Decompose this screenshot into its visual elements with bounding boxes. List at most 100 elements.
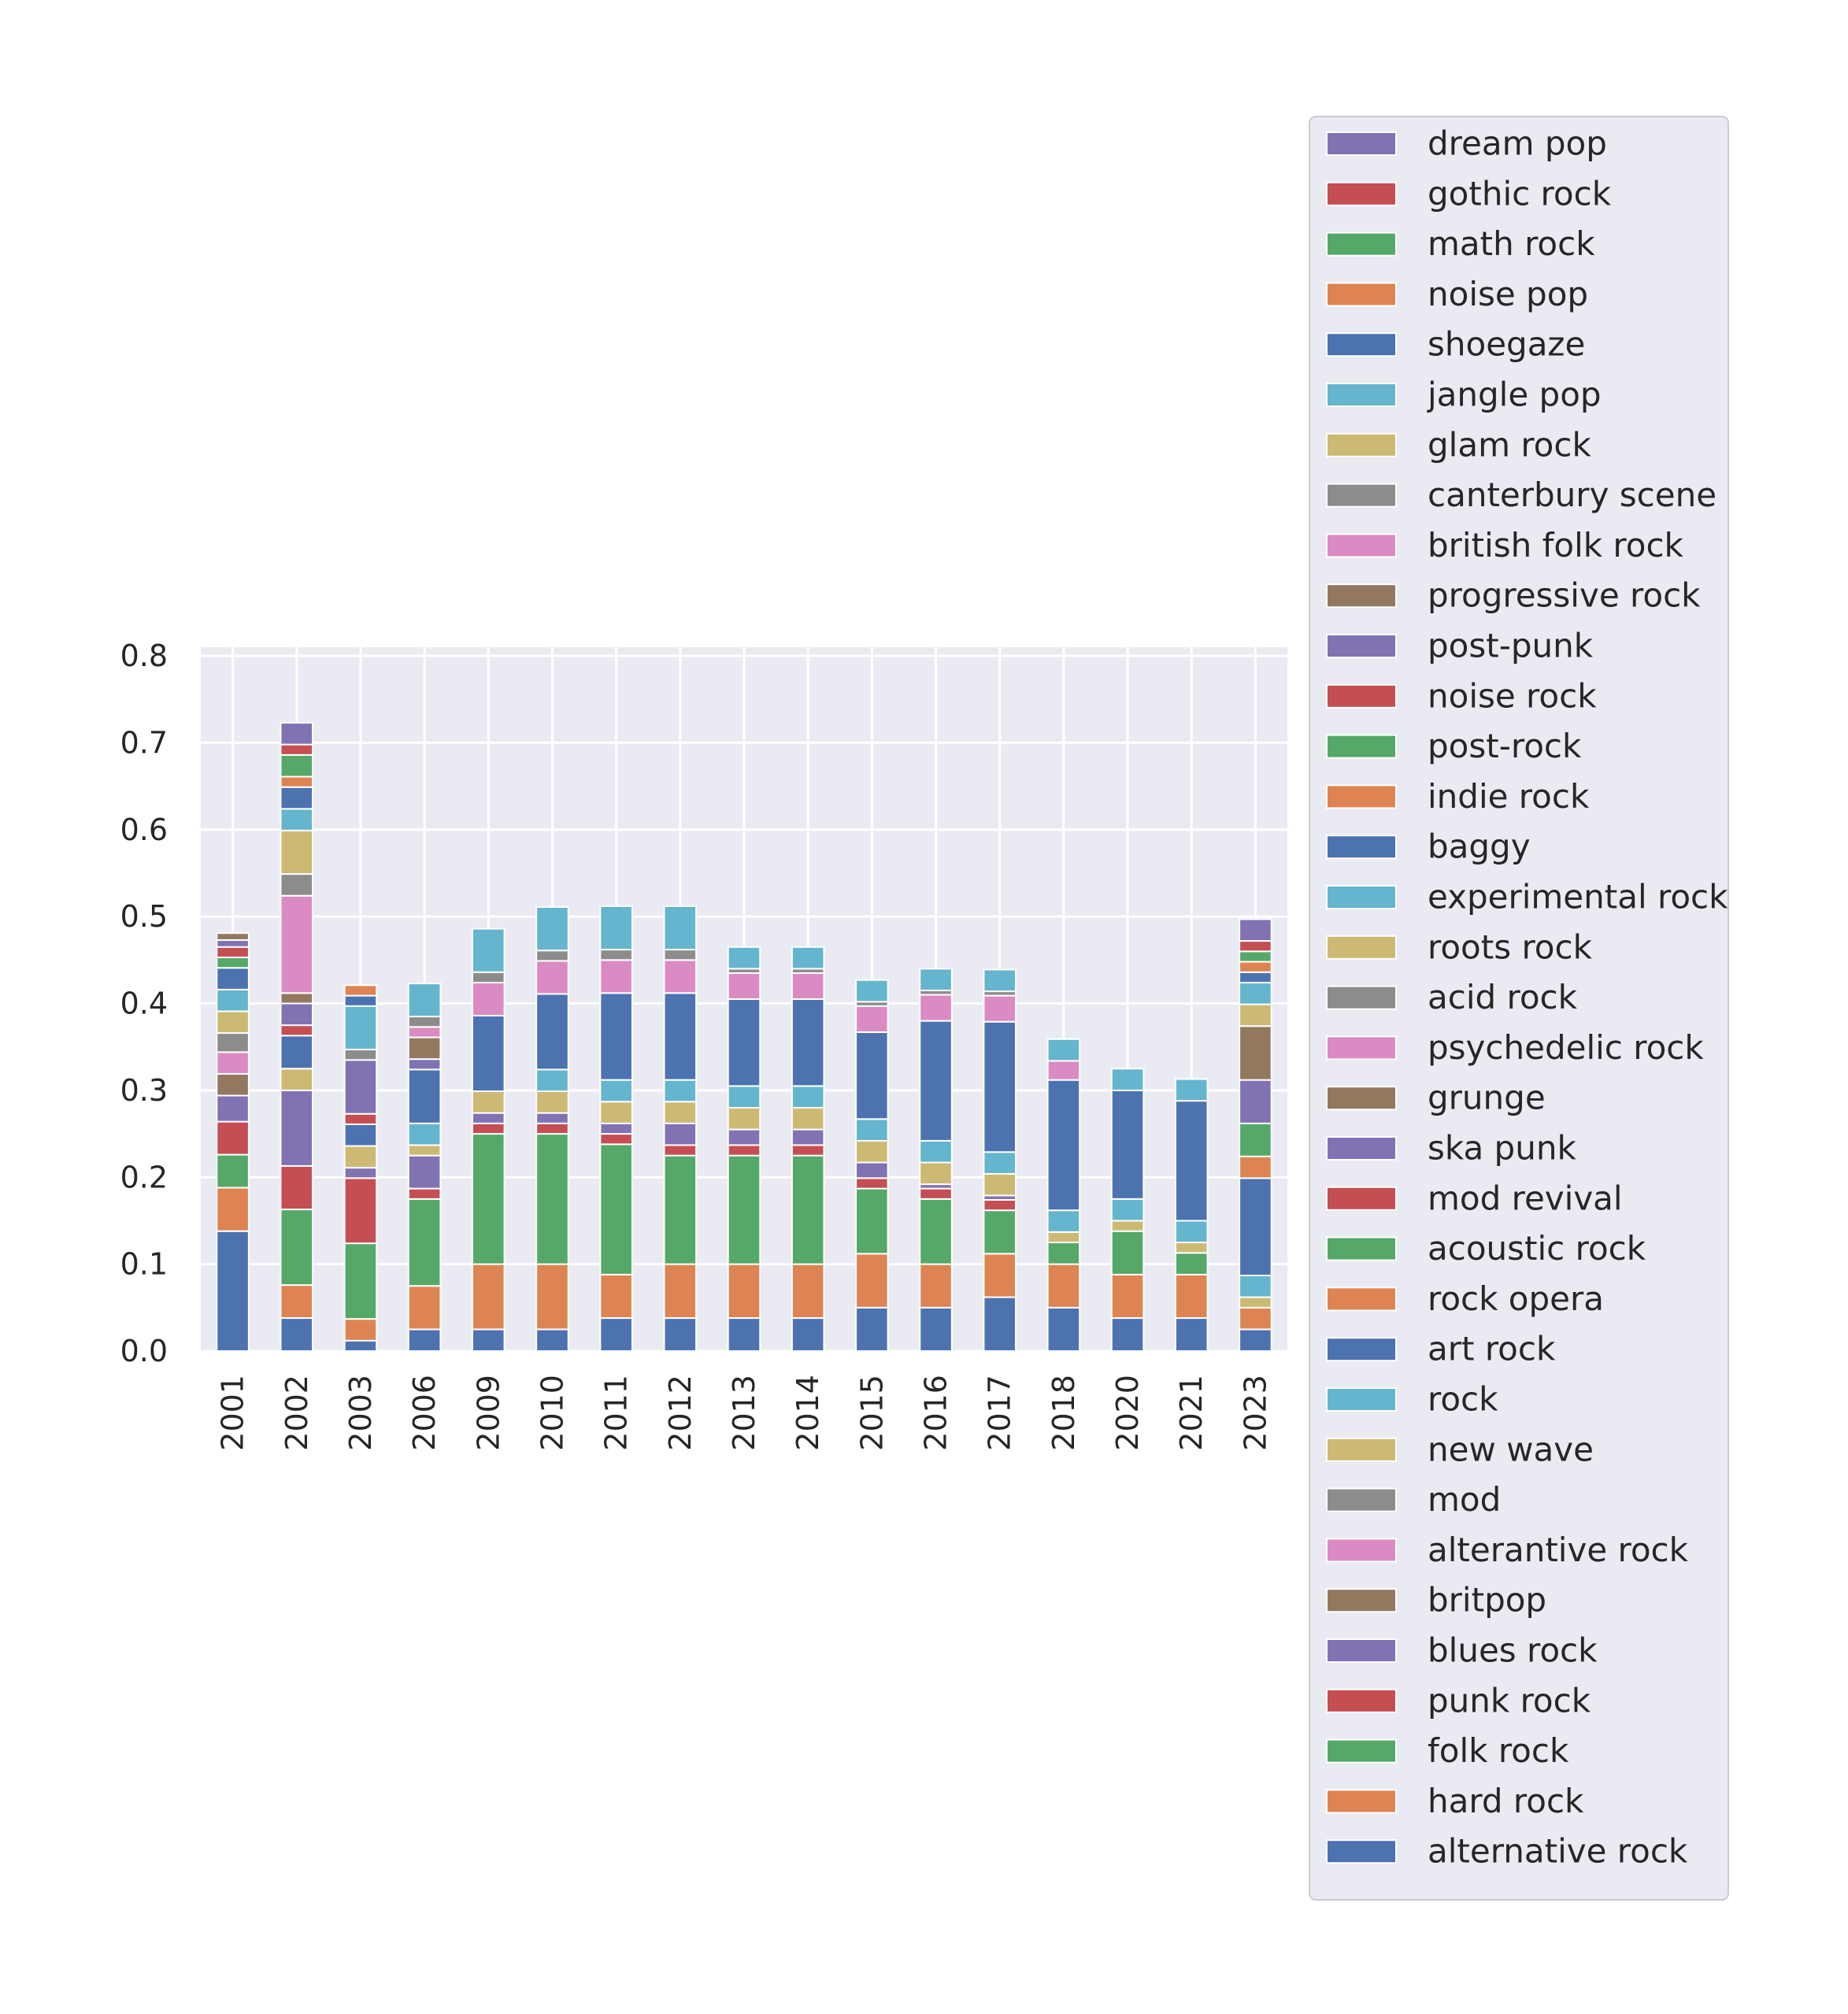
x-tick-label: 2015 xyxy=(854,1375,889,1451)
y-tick-label: 0.7 xyxy=(120,725,168,760)
x-tick-label: 2009 xyxy=(471,1375,506,1451)
bar-segment xyxy=(983,1253,1017,1298)
legend-swatch xyxy=(1326,683,1397,709)
bar-segment xyxy=(791,998,825,1087)
bar-segment xyxy=(407,1328,442,1352)
bar-segment xyxy=(727,1263,761,1320)
legend-swatch xyxy=(1326,231,1397,257)
legend-swatch xyxy=(1326,1337,1397,1362)
legend-swatch xyxy=(1326,1387,1397,1412)
bar-segment xyxy=(1239,971,1272,984)
bar-segment xyxy=(407,1144,442,1157)
legend-swatch xyxy=(1326,1136,1397,1161)
bar-segment xyxy=(216,946,250,959)
legend-swatch xyxy=(1326,1638,1397,1663)
bar-segment xyxy=(983,1020,1017,1153)
bar-segment xyxy=(343,1167,378,1179)
bar-segment xyxy=(919,1187,953,1200)
bar-segment xyxy=(1239,1122,1272,1157)
bar-segment xyxy=(663,959,698,994)
legend-label: gothic rock xyxy=(1428,174,1612,213)
bar-segment xyxy=(472,982,506,1016)
legend-label: shoegaze xyxy=(1428,325,1585,364)
legend-swatch xyxy=(1326,634,1397,658)
bar-segment xyxy=(727,1085,761,1109)
bar-segment xyxy=(1239,940,1272,953)
bar-segment xyxy=(343,1059,378,1115)
bar-segment xyxy=(919,1139,953,1164)
legend-label: punk rock xyxy=(1428,1681,1591,1720)
bar-segment xyxy=(1110,1068,1145,1091)
bar-segment xyxy=(599,1143,633,1275)
bar-segment xyxy=(983,994,1017,1023)
bar-segment xyxy=(280,1089,314,1167)
y-tick-label: 0.3 xyxy=(120,1073,168,1108)
bar-segment xyxy=(791,1106,825,1131)
bar-segment xyxy=(599,959,633,994)
legend-label: acid rock xyxy=(1428,978,1578,1016)
bar-segment xyxy=(1239,950,1272,963)
bar-segment xyxy=(791,1128,825,1146)
bar-segment xyxy=(663,992,698,1081)
x-tick-label: 2018 xyxy=(1046,1375,1081,1451)
bar-segment xyxy=(216,939,250,948)
bar-segment xyxy=(599,1317,633,1352)
bar-segment xyxy=(1239,961,1272,973)
y-tick-label: 0.0 xyxy=(120,1334,168,1368)
bar-segment xyxy=(855,1139,889,1164)
bar-segment xyxy=(216,988,250,1013)
bar-segment xyxy=(1110,1230,1145,1275)
bar-segment xyxy=(919,968,953,991)
bar-segment xyxy=(472,1133,506,1265)
bar-segment xyxy=(919,994,953,1022)
legend-swatch xyxy=(1326,835,1397,860)
bar-segment xyxy=(343,1318,378,1342)
y-tick-label: 0.1 xyxy=(120,1247,168,1282)
bar-segment xyxy=(343,1005,378,1051)
legend-label: roots rock xyxy=(1428,927,1593,966)
legend-label: rock opera xyxy=(1428,1279,1604,1318)
legend-label: math rock xyxy=(1428,224,1595,263)
bar-segment xyxy=(472,971,506,984)
bar-segment xyxy=(535,1133,569,1265)
bar-segment xyxy=(280,992,314,1005)
bar-segment xyxy=(280,1164,314,1211)
bar-segment xyxy=(855,1306,889,1353)
bar-segment xyxy=(983,1296,1017,1352)
bar-segment xyxy=(343,1177,378,1245)
bar-segment xyxy=(407,1036,442,1061)
bar-segment xyxy=(535,1090,569,1114)
legend-swatch xyxy=(1326,533,1397,558)
bar-segment xyxy=(535,950,569,962)
bar-segment xyxy=(1174,1242,1209,1254)
legend-label: british folk rock xyxy=(1428,526,1684,565)
y-tick-label: 0.6 xyxy=(120,813,168,847)
bar-segment xyxy=(1174,1317,1209,1352)
legend-swatch xyxy=(1326,885,1397,909)
y-tick-label: 0.5 xyxy=(120,899,168,934)
bar-segment xyxy=(663,1144,698,1157)
legend-swatch xyxy=(1326,1538,1397,1563)
bar-segment xyxy=(1110,1317,1145,1352)
bar-segment xyxy=(599,992,633,1081)
bar-segment xyxy=(280,753,314,778)
legend-label: jangle pop xyxy=(1427,376,1602,414)
bar-segment xyxy=(1239,1274,1272,1298)
bar-segment xyxy=(1239,1025,1272,1081)
bar-segment xyxy=(1110,1089,1145,1200)
bar-segment xyxy=(1239,1003,1272,1027)
bar-segment xyxy=(535,1112,569,1124)
bar-segment xyxy=(472,1328,506,1352)
bar-segment xyxy=(280,1068,314,1091)
legend-label: noise pop xyxy=(1428,275,1588,313)
bar-segment xyxy=(663,949,698,961)
legend-label: ska punk xyxy=(1428,1129,1576,1168)
x-tick-label: 2001 xyxy=(216,1375,250,1451)
bar-segment xyxy=(216,1032,250,1053)
bar-segment xyxy=(1239,982,1272,1005)
bar-segment xyxy=(407,1187,442,1200)
legend-swatch xyxy=(1326,332,1397,357)
bar-segment xyxy=(855,979,889,1003)
bar-segment xyxy=(280,776,314,788)
